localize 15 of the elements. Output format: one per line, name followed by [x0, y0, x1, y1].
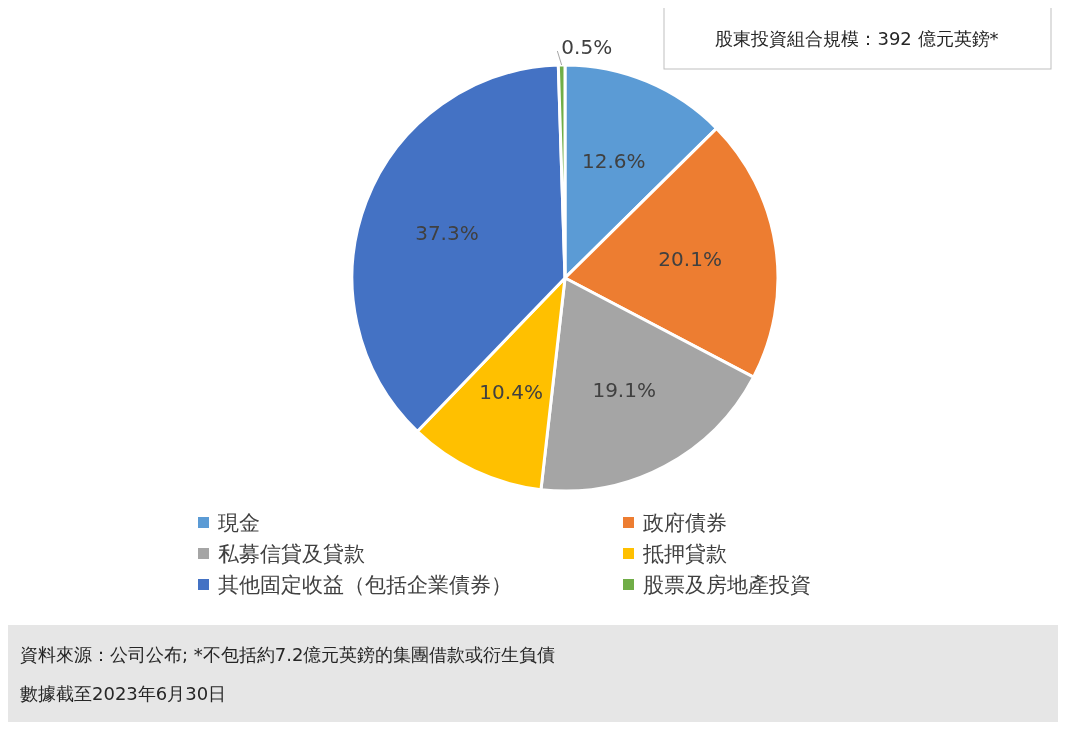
data-label: 20.1%: [658, 247, 722, 272]
legend-label: 其他固定收益（包括企業債券）: [218, 573, 512, 597]
data-label: 0.5%: [561, 35, 613, 60]
text: 股東投資組合規模：392 億元英鎊*: [715, 27, 999, 49]
legend-label: 私募信貸及貸款: [218, 542, 365, 566]
legend-label: 政府債券: [643, 511, 727, 535]
data-label: 19.1%: [592, 377, 656, 402]
legend-label: 抵押貸款: [642, 542, 727, 566]
data-label: 37.3%: [415, 220, 479, 245]
data-label: 10.4%: [479, 380, 543, 405]
text: 數據截至2023年6月30日: [20, 682, 227, 704]
legend-label: 現金: [218, 511, 260, 535]
legend-label: 股票及房地產投資: [643, 573, 811, 597]
data-label: 12.6%: [582, 149, 646, 174]
source-note: 資料來源：公司公布; *不包括約7.2億元英鎊的集團借款或衍生負債: [20, 643, 556, 665]
